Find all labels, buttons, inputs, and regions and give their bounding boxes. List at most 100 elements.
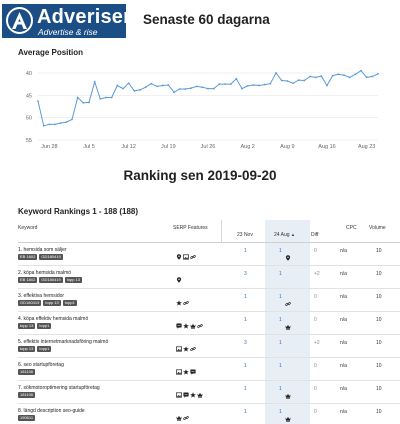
keyword-name[interactable]: 7. sökmotoroptimering startupföretag	[18, 385, 100, 391]
table-row[interactable]: 7. sökmotoroptimering startupföretag 1811…	[18, 381, 400, 404]
rank-diff: +2	[314, 271, 320, 277]
table-row[interactable]: 1. hemsida som säljer EB 1802 GD180419 1 1 0 n…	[18, 243, 400, 266]
rank-date-2[interactable]: 1	[279, 363, 282, 369]
keyword-tag[interactable]: topp 13	[18, 346, 36, 352]
serp-features	[176, 385, 203, 398]
y-tick-label: 45	[26, 93, 32, 99]
keyword-tag[interactable]: topp1	[62, 300, 77, 306]
data-point	[93, 80, 96, 83]
header-diff[interactable]: Diff	[311, 232, 319, 238]
x-tick-label: Aug 23	[358, 144, 375, 150]
data-point	[241, 87, 243, 90]
rank-diff: 0	[314, 409, 317, 415]
rank-date-1[interactable]: 1	[244, 317, 247, 323]
data-point	[303, 79, 306, 82]
keyword-name[interactable]: 2. köpa hemsida malmö	[18, 270, 72, 276]
search-volume: 10	[376, 271, 382, 277]
keyword-tag[interactable]: topp 13	[43, 300, 61, 306]
keyword-tag[interactable]: 181106	[18, 369, 36, 375]
cpc-value: n/a	[340, 409, 347, 415]
rank-date-2[interactable]: 1	[279, 248, 282, 254]
data-point	[212, 87, 215, 90]
data-point	[133, 89, 136, 92]
data-point	[371, 75, 374, 78]
header-cpc[interactable]: CPC	[346, 225, 357, 231]
keyword-tag[interactable]: GD180419	[39, 277, 63, 283]
keyword-tag[interactable]: topp1	[37, 346, 52, 352]
keyword-name[interactable]: 4. köpa effektiv hemsida malmö	[18, 316, 89, 322]
report-period-title: Senaste 60 dagarna	[143, 12, 270, 27]
search-volume: 10	[376, 248, 382, 254]
rank-date-1[interactable]: 3	[244, 340, 247, 346]
link-icon	[183, 293, 189, 305]
rank-date-2[interactable]: 1	[279, 271, 282, 277]
table-row[interactable]: 8. längd description seo-guide 190611 1 1 0 n…	[18, 404, 400, 424]
keyword-tag[interactable]: topp 13	[64, 277, 83, 283]
keyword-tag[interactable]: topp1	[37, 323, 52, 329]
data-point	[280, 79, 283, 82]
keyword-tag[interactable]: topp 13	[18, 323, 36, 329]
keyword-name[interactable]: 6. seo startupföretag	[18, 362, 64, 368]
x-tick-label: Jul 5	[83, 144, 95, 150]
data-point	[337, 73, 340, 76]
rank-date-1[interactable]: 1	[244, 409, 247, 415]
keyword-tags: EB 1802 GD180419	[18, 254, 63, 260]
keyword-name[interactable]: 1. hemsida som säljer	[18, 247, 67, 253]
keyword-tag[interactable]: EB 1802	[18, 277, 38, 283]
rank-date-1[interactable]: 1	[244, 294, 247, 300]
table-row[interactable]: 5. effektiv internetmarknadsföring malmö…	[18, 335, 400, 358]
data-point	[252, 84, 255, 86]
serp-features	[176, 293, 189, 306]
location-pin-icon	[176, 247, 182, 260]
brand-logo[interactable]: Adveriser Advertise & rise	[2, 4, 131, 38]
header-date-2[interactable]: 24 Aug ▲	[274, 232, 295, 238]
serp-features	[176, 408, 189, 421]
rank-date-2[interactable]: 1	[279, 294, 282, 300]
data-point	[150, 82, 153, 85]
data-point	[263, 83, 266, 86]
rank-date-2[interactable]: 1	[279, 340, 282, 346]
keyword-tags: topp 13 topp1	[18, 346, 52, 352]
keyword-tag[interactable]: 190611	[18, 415, 36, 421]
keyword-tag[interactable]: 181106	[18, 392, 36, 398]
header-keyword[interactable]: Keyword	[18, 225, 38, 231]
rank-date-1[interactable]: 1	[244, 248, 247, 254]
data-point	[229, 83, 232, 86]
data-point	[184, 88, 187, 90]
header-serp-features[interactable]: SERP Features	[173, 225, 208, 231]
data-point	[122, 87, 124, 90]
data-point	[377, 72, 379, 75]
keyword-tag[interactable]: GD180419	[39, 254, 63, 260]
table-row[interactable]: 6. seo startupföretag 181106 1 1 0 n/a 10	[18, 358, 400, 381]
sort-ascending-icon: ▲	[290, 232, 295, 237]
rank-date-1[interactable]: 3	[244, 271, 247, 277]
rank-diff: 0	[314, 386, 317, 392]
rank-date-2[interactable]: 1	[279, 409, 282, 415]
keyword-tag[interactable]: GD180419	[18, 300, 42, 306]
average-position-chart: 40 45 50 55 Jun 28 Jul 5 Jul 12 Jul 19 Jul 26 Aug…	[26, 69, 379, 150]
review-icon	[190, 362, 196, 375]
link-icon	[190, 339, 196, 351]
table-row[interactable]: 2. köpa hemsida malmö EB 1802 GD180419 topp…	[18, 266, 400, 289]
keyword-name[interactable]: 8. längd description seo-guide	[18, 408, 85, 414]
data-point	[71, 118, 73, 121]
x-tick-label: Jul 26	[201, 144, 216, 150]
keyword-name[interactable]: 3. effektiva hemsidor	[18, 293, 65, 299]
header-volume[interactable]: Volume	[369, 225, 386, 231]
rank-date-2[interactable]: 1	[279, 386, 282, 392]
table-row[interactable]: 4. köpa effektiv hemsida malmö topp 13 top…	[18, 312, 400, 335]
data-point	[42, 124, 45, 127]
header-date-1[interactable]: 23 Nov	[237, 232, 253, 238]
star-icon	[183, 362, 189, 375]
rank-diff: 0	[314, 248, 317, 254]
y-tick-label: 55	[26, 138, 32, 144]
rank-date-1[interactable]: 1	[244, 386, 247, 392]
keyword-tag[interactable]: EB 1802	[18, 254, 38, 260]
table-row[interactable]: 3. effektiva hemsidor GD180419 topp 13 topp…	[18, 289, 400, 312]
cpc-value: n/a	[340, 294, 347, 300]
keyword-rankings-table: Keyword SERP Features 23 Nov 24 Aug ▲ Di…	[18, 220, 400, 424]
rank-date-2[interactable]: 1	[279, 317, 282, 323]
keyword-name[interactable]: 5. effektiv internetmarknadsföring malmö	[18, 339, 109, 345]
x-tick-label: Aug 16	[318, 144, 335, 150]
rank-date-1[interactable]: 1	[244, 363, 247, 369]
